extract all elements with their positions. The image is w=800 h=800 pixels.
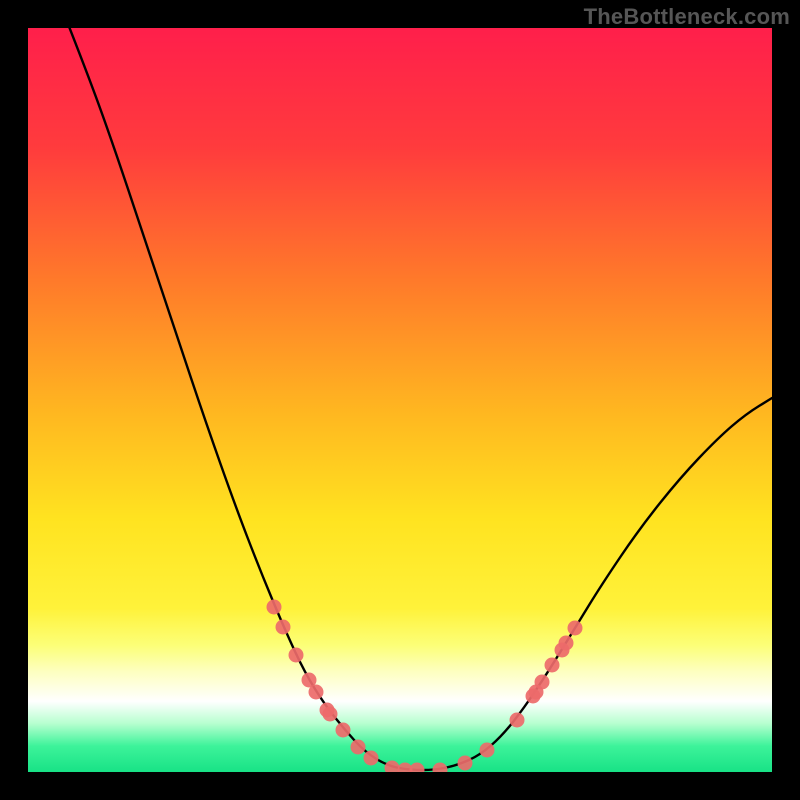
chart-svg [0, 0, 800, 800]
scatter-point [545, 658, 560, 673]
scatter-point [559, 636, 574, 651]
scatter-point [568, 621, 583, 636]
chart-container: TheBottleneck.com [0, 0, 800, 800]
scatter-point [336, 723, 351, 738]
watermark-text: TheBottleneck.com [584, 4, 790, 30]
scatter-point [267, 600, 282, 615]
scatter-point [323, 707, 338, 722]
plot-area [28, 24, 772, 778]
scatter-point [289, 648, 304, 663]
scatter-point [276, 620, 291, 635]
scatter-point [351, 740, 366, 755]
scatter-point [480, 743, 495, 758]
scatter-point [309, 685, 324, 700]
scatter-point [510, 713, 525, 728]
gradient-background [28, 28, 772, 772]
scatter-point [535, 675, 550, 690]
scatter-point [364, 751, 379, 766]
scatter-point [458, 756, 473, 771]
